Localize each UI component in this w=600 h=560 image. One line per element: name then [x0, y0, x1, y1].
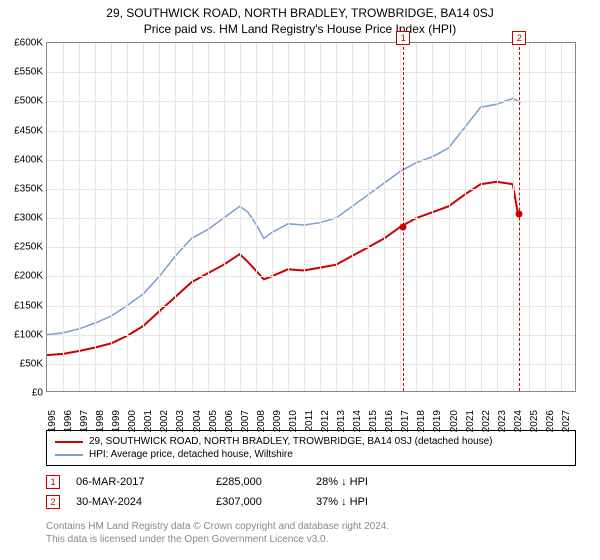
- gridline-vertical: [529, 43, 530, 391]
- legend-swatch: [55, 454, 83, 456]
- gridline-vertical: [336, 43, 337, 391]
- chart-area: £0£50K£100K£150K£200K£250K£300K£350K£400…: [46, 42, 576, 392]
- marker-point-2: [516, 210, 523, 217]
- y-tick-label: £500K: [3, 96, 43, 107]
- gridline-vertical: [497, 43, 498, 391]
- y-tick-label: £250K: [3, 242, 43, 253]
- series-line-hpi: [47, 98, 521, 334]
- y-tick-label: £50K: [3, 358, 43, 369]
- legend-swatch: [55, 441, 83, 443]
- gridline-vertical: [513, 43, 514, 391]
- marker-point-1: [400, 223, 407, 230]
- gridline-vertical: [368, 43, 369, 391]
- sale-marker-box: 1: [46, 475, 60, 489]
- sale-diff: 37% ↓ HPI: [316, 496, 436, 508]
- gridline-vertical: [175, 43, 176, 391]
- y-tick-label: £300K: [3, 213, 43, 224]
- legend: 29, SOUTHWICK ROAD, NORTH BRADLEY, TROWB…: [46, 430, 576, 466]
- sale-diff: 28% ↓ HPI: [316, 476, 436, 488]
- gridline-vertical: [224, 43, 225, 391]
- gridline-vertical: [545, 43, 546, 391]
- marker-line-1: [403, 37, 404, 391]
- legend-label: 29, SOUTHWICK ROAD, NORTH BRADLEY, TROWB…: [89, 436, 492, 447]
- sale-date: 06-MAR-2017: [76, 476, 216, 488]
- gridline-vertical: [95, 43, 96, 391]
- legend-item: HPI: Average price, detached house, Wilt…: [55, 448, 567, 461]
- gridline-vertical: [481, 43, 482, 391]
- sale-row: 1 06-MAR-2017£285,00028% ↓ HPI: [46, 472, 576, 492]
- y-tick-label: £0: [3, 388, 43, 399]
- marker-box-2: 2: [512, 31, 526, 45]
- chart-container: 29, SOUTHWICK ROAD, NORTH BRADLEY, TROWB…: [0, 0, 600, 560]
- gridline-vertical: [256, 43, 257, 391]
- footer-line1: Contains HM Land Registry data © Crown c…: [46, 520, 576, 533]
- sale-marker-box: 2: [46, 495, 60, 509]
- sale-price: £285,000: [216, 476, 316, 488]
- gridline-vertical: [432, 43, 433, 391]
- gridline-vertical: [288, 43, 289, 391]
- plot-region: £0£50K£100K£150K£200K£250K£300K£350K£400…: [46, 42, 576, 392]
- sale-date: 30-MAY-2024: [76, 496, 216, 508]
- gridline-vertical: [192, 43, 193, 391]
- gridline-vertical: [384, 43, 385, 391]
- gridline-vertical: [79, 43, 80, 391]
- y-tick-label: £350K: [3, 183, 43, 194]
- y-tick-label: £200K: [3, 271, 43, 282]
- gridline-vertical: [465, 43, 466, 391]
- gridline-vertical: [111, 43, 112, 391]
- marker-box-1: 1: [396, 31, 410, 45]
- y-tick-label: £100K: [3, 329, 43, 340]
- gridline-vertical: [416, 43, 417, 391]
- gridline-vertical: [320, 43, 321, 391]
- footer-attribution: Contains HM Land Registry data © Crown c…: [46, 520, 576, 546]
- sale-price: £307,000: [216, 496, 316, 508]
- gridline-vertical: [127, 43, 128, 391]
- gridline-vertical: [304, 43, 305, 391]
- chart-title: 29, SOUTHWICK ROAD, NORTH BRADLEY, TROWB…: [0, 0, 600, 20]
- sales-table: 1 06-MAR-2017£285,00028% ↓ HPI 2 30-MAY-202…: [46, 472, 576, 512]
- footer-line2: This data is licensed under the Open Gov…: [46, 533, 576, 546]
- gridline-vertical: [208, 43, 209, 391]
- sale-row: 2 30-MAY-2024£307,00037% ↓ HPI: [46, 492, 576, 512]
- gridline-vertical: [352, 43, 353, 391]
- gridline-vertical: [272, 43, 273, 391]
- gridline-vertical: [400, 43, 401, 391]
- gridline-vertical: [63, 43, 64, 391]
- gridline-vertical: [159, 43, 160, 391]
- gridline-vertical: [449, 43, 450, 391]
- y-tick-label: £450K: [3, 125, 43, 136]
- chart-subtitle: Price paid vs. HM Land Registry's House …: [0, 20, 600, 40]
- legend-label: HPI: Average price, detached house, Wilt…: [89, 449, 293, 460]
- y-tick-label: £400K: [3, 154, 43, 165]
- gridline-vertical: [143, 43, 144, 391]
- gridline-vertical: [240, 43, 241, 391]
- gridline-vertical: [561, 43, 562, 391]
- legend-item: 29, SOUTHWICK ROAD, NORTH BRADLEY, TROWB…: [55, 435, 567, 448]
- y-tick-label: £150K: [3, 300, 43, 311]
- y-tick-label: £550K: [3, 67, 43, 78]
- y-tick-label: £600K: [3, 38, 43, 49]
